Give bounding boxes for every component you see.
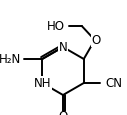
Text: H₂N: H₂N <box>0 53 21 66</box>
Text: CN: CN <box>106 77 123 90</box>
Text: NH: NH <box>34 77 51 90</box>
Text: O: O <box>91 34 100 47</box>
Text: N: N <box>59 41 67 54</box>
Text: HO: HO <box>47 20 65 33</box>
Text: O: O <box>58 110 68 115</box>
